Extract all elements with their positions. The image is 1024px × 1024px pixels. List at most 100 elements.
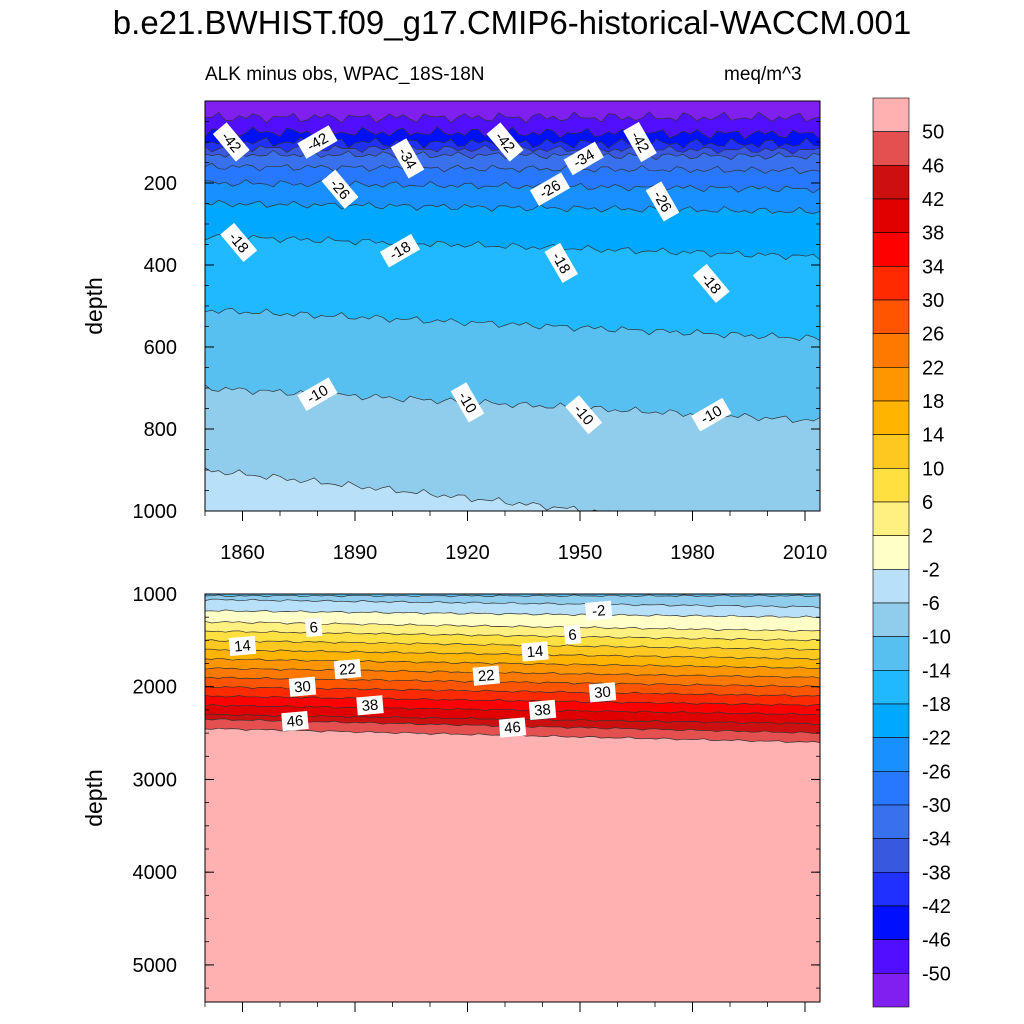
colorbar-label: -46 xyxy=(922,930,951,952)
colorbar-label: -22 xyxy=(922,728,951,750)
colorbar-label: 34 xyxy=(922,256,944,278)
svg-text:14: 14 xyxy=(233,637,251,655)
lower-contour-label: 6 xyxy=(304,617,323,638)
upper-ytick-label: 400 xyxy=(144,255,177,277)
colorbar-label: 6 xyxy=(922,492,933,514)
colorbar-swatch xyxy=(872,131,910,166)
lower-contour-label: 22 xyxy=(472,665,500,686)
upper-contour-line--18 xyxy=(205,233,820,261)
lower-contour-line-18 xyxy=(205,657,820,669)
units-subtitle: meq/m^3 xyxy=(724,64,802,85)
lower-panel: 6 14 22 30 38 46 -2 6 14 22 30 38 46 1000 2000 3000 4000… xyxy=(81,584,821,1012)
colorbar-label: -50 xyxy=(922,963,951,985)
colorbar-swatch xyxy=(872,299,910,334)
lower-contour-label: 14 xyxy=(521,641,549,662)
lower-contour-line-22 xyxy=(205,667,820,679)
upper-ytick-label: 800 xyxy=(144,419,177,441)
svg-text:6: 6 xyxy=(309,619,319,637)
colorbar-swatch xyxy=(872,232,910,267)
colorbar-label: 14 xyxy=(922,425,944,447)
colorbar-label: -34 xyxy=(922,829,951,851)
colorbar-label: -38 xyxy=(922,862,951,884)
upper-contour-line--50 xyxy=(205,111,820,124)
upper-ylabel: depth xyxy=(81,277,107,335)
lower-band--6 xyxy=(205,594,820,609)
lower-contour-line-38 xyxy=(205,704,820,716)
colorbar-swatch xyxy=(872,973,910,1008)
colorbar-label: -14 xyxy=(922,660,951,682)
upper-xtick-label: 1980 xyxy=(670,542,715,564)
upper-contour-line--6 xyxy=(205,467,611,511)
lower-frame xyxy=(204,593,821,1003)
lower-contour-label: 6 xyxy=(563,625,582,645)
lower-contour-line--6 xyxy=(205,598,820,609)
colorbar-swatch xyxy=(872,569,910,604)
colorbar-swatch xyxy=(872,771,910,806)
lower-contour-label: 30 xyxy=(588,682,617,703)
upper-ytick-label: 600 xyxy=(144,337,177,359)
svg-text:46: 46 xyxy=(286,712,304,730)
colorbar-label: 2 xyxy=(922,526,933,548)
svg-text:-2: -2 xyxy=(591,602,606,620)
upper-contour-label: -10 xyxy=(565,395,603,435)
colorbar-swatch xyxy=(872,367,910,402)
upper-xtick-label: 1950 xyxy=(558,542,603,564)
upper-contour-line--46 xyxy=(205,126,820,140)
svg-text:38: 38 xyxy=(361,697,379,715)
colorbar-swatch xyxy=(872,838,910,873)
upper-ytick-label: 200 xyxy=(144,173,177,195)
colorbar-swatch xyxy=(872,939,910,974)
upper-contour-fill: -42 -42-34-42-34-42-26 -26 -26-18 -18 -18-18-… xyxy=(205,101,820,511)
colorbar-label: -30 xyxy=(922,795,951,817)
colorbar: 50 46 42 38 34 30 26 22 18 14 10 6 2 -2 -6 -10 -14 -18 -22… xyxy=(872,97,951,1008)
lower-contour-label: 46 xyxy=(281,710,309,732)
upper-contour-line--30 xyxy=(205,162,820,175)
upper-xtick-label: 1920 xyxy=(445,542,490,564)
colorbar-label: -42 xyxy=(922,896,951,918)
svg-text:22: 22 xyxy=(477,667,495,685)
upper-contour-line--26 xyxy=(205,179,820,194)
colorbar-label: -2 xyxy=(922,559,940,581)
lower-contour-line-14 xyxy=(205,648,820,661)
upper-xtick-label: 2010 xyxy=(783,542,828,564)
colorbar-swatch xyxy=(872,97,910,132)
colorbar-swatch xyxy=(872,198,910,233)
lower-contour-label: 46 xyxy=(498,717,527,738)
colorbar-label: 30 xyxy=(922,290,944,312)
svg-text:30: 30 xyxy=(293,678,311,696)
lower-ytick-label: 1000 xyxy=(133,584,178,606)
colorbar-swatch xyxy=(872,501,910,536)
lower-contour-label: 22 xyxy=(333,659,362,680)
left-subtitle: ALK minus obs, WPAC_18S-18N xyxy=(205,64,485,85)
upper-contour-line--22 xyxy=(205,199,820,214)
lower-ylabel: depth xyxy=(81,769,107,827)
lower-contour-fill: 6 14 22 30 38 46 -2 6 14 22 30 38 46 xyxy=(205,594,820,1002)
colorbar-swatch xyxy=(872,266,910,301)
lower-ytick-label: 4000 xyxy=(133,862,178,884)
colorbar-label: 10 xyxy=(922,458,944,480)
upper-xtick-label: 1890 xyxy=(333,542,378,564)
lower-contour-line-34 xyxy=(205,695,820,707)
colorbar-swatch xyxy=(872,468,910,503)
colorbar-label: 42 xyxy=(922,189,944,211)
colorbar-label: 50 xyxy=(922,122,944,144)
lower-contour-label: 30 xyxy=(288,676,317,697)
colorbar-swatch xyxy=(872,905,910,940)
colorbar-label: 46 xyxy=(922,155,944,177)
lower-contour-label: 14 xyxy=(228,635,257,657)
colorbar-label: 26 xyxy=(922,324,944,346)
lower-contour-label: 38 xyxy=(356,695,384,716)
colorbar-swatch xyxy=(872,670,910,705)
upper-ytick-label: 1000 xyxy=(133,501,178,523)
lower-contour-line--2 xyxy=(205,609,820,618)
colorbar-label: 38 xyxy=(922,223,944,245)
lower-ytick-label: 3000 xyxy=(133,769,178,791)
colorbar-label: 22 xyxy=(922,357,944,379)
lower-contour-label: 38 xyxy=(528,699,557,721)
svg-text:6: 6 xyxy=(568,626,578,644)
svg-text:38: 38 xyxy=(533,701,551,719)
svg-text:30: 30 xyxy=(593,684,611,702)
colorbar-swatch xyxy=(872,804,910,839)
colorbar-label: -6 xyxy=(922,593,940,615)
